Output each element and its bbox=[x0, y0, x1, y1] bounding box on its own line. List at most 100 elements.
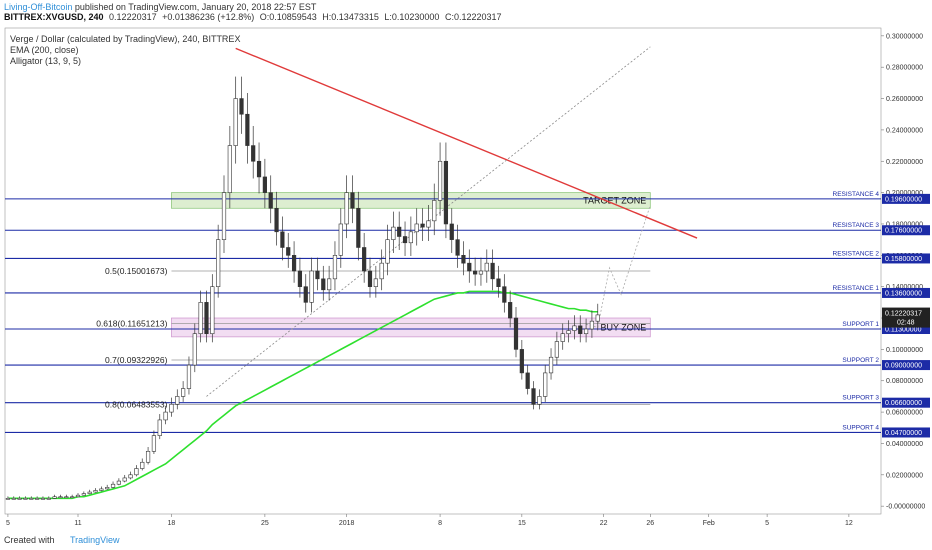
candle-body bbox=[251, 145, 256, 162]
candle-body bbox=[554, 341, 559, 358]
candle-body bbox=[274, 207, 279, 233]
y-tick-label: 0.22000000 bbox=[886, 159, 923, 166]
level-price-badge bbox=[882, 397, 930, 408]
zones-layer: TARGET ZONE BUY ZONE bbox=[171, 192, 651, 338]
candle-body bbox=[198, 302, 203, 335]
candle-body bbox=[145, 450, 151, 463]
x-tick-label: 18 bbox=[168, 520, 176, 527]
ohlc-line: BITTREX:XVGUSD, 240 0.12220317 +0.013862… bbox=[4, 12, 505, 22]
x-tick-label: 5 bbox=[6, 520, 10, 527]
candle-body bbox=[204, 302, 209, 335]
legend-alligator: Alligator (13, 9, 5) bbox=[10, 56, 81, 66]
candle-body bbox=[490, 262, 495, 280]
y-tick-label: 0.04000000 bbox=[886, 441, 923, 448]
candle-body bbox=[157, 419, 162, 436]
candle-body bbox=[332, 255, 338, 280]
symbol-label: BITTREX:XVGUSD, 240 bbox=[4, 12, 104, 22]
candle-body bbox=[70, 496, 75, 499]
candle-body bbox=[548, 356, 554, 374]
candle-body bbox=[5, 498, 11, 500]
candle-body bbox=[508, 302, 513, 319]
candle-body bbox=[473, 270, 478, 275]
candle-body bbox=[64, 496, 69, 499]
candle-body bbox=[262, 176, 267, 193]
level-price-badge bbox=[882, 225, 930, 236]
candle-body bbox=[414, 223, 419, 233]
y-tick-label: 0.10000000 bbox=[886, 347, 923, 354]
candle-body bbox=[309, 270, 314, 303]
level-price-label: 0.11300000 bbox=[885, 327, 922, 334]
x-tick-label: 11 bbox=[74, 520, 81, 527]
x-tick-label: 25 bbox=[261, 520, 269, 527]
candle-body bbox=[572, 325, 577, 331]
footer: Created with TradingView bbox=[0, 530, 932, 550]
candle-body bbox=[122, 477, 127, 482]
candle-body bbox=[560, 333, 565, 342]
candle-body bbox=[297, 270, 303, 287]
open-value: O:0.10859543 bbox=[259, 12, 317, 22]
close-value: C:0.12220317 bbox=[444, 12, 502, 22]
x-tick-label: 26 bbox=[646, 520, 654, 527]
level-price-badge bbox=[882, 324, 930, 335]
fib-label: 0.618(0.11651213) bbox=[96, 319, 167, 329]
fib-layer: 0.5(0.15001673) 0.618(0.11651213) 0.7(0.09… bbox=[96, 266, 651, 410]
x-tick-label: 22 bbox=[600, 520, 608, 527]
fib-label: 0.8(0.06483553) bbox=[105, 400, 168, 410]
candle-body bbox=[151, 435, 157, 452]
candle-body bbox=[17, 498, 22, 500]
candle-body bbox=[245, 113, 250, 146]
level-price-label: 0.06600000 bbox=[885, 400, 922, 407]
candle-body bbox=[233, 98, 238, 146]
level-price-label: 0.04700000 bbox=[885, 430, 922, 437]
created-with-label: Created with bbox=[4, 535, 55, 545]
candle-body bbox=[181, 388, 186, 397]
candle-body bbox=[186, 364, 192, 389]
level-price-badge bbox=[882, 360, 930, 371]
candle-body bbox=[420, 223, 425, 228]
fib-label: 0.7(0.09322926) bbox=[105, 355, 168, 365]
candle-body bbox=[23, 498, 28, 500]
candle-body bbox=[583, 328, 589, 335]
fib-label: 0.5(0.15001673) bbox=[105, 266, 168, 276]
candle-body bbox=[379, 262, 384, 280]
time-axis[interactable]: 5 11 18 25 2018 8 15 22 26 Feb 5 12 bbox=[6, 514, 853, 527]
candle-body bbox=[385, 239, 390, 264]
candle-body bbox=[350, 192, 355, 209]
candle-body bbox=[210, 286, 215, 335]
last-price: 0.12220317 bbox=[109, 12, 157, 22]
level-name: RESISTANCE 2 bbox=[833, 250, 880, 257]
candle-body bbox=[543, 372, 548, 397]
candle-body bbox=[537, 396, 542, 405]
tradingview-brand[interactable]: TradingView bbox=[70, 535, 120, 545]
candle-body bbox=[595, 314, 600, 322]
price-axis[interactable]: 0.30000000 0.28000000 0.26000000 0.24000000… bbox=[881, 33, 930, 511]
candle-body bbox=[525, 372, 530, 389]
candle-body bbox=[52, 496, 57, 499]
y-tick-label: 0.14000000 bbox=[886, 284, 923, 291]
x-tick-label: Feb bbox=[703, 520, 715, 527]
candle-body bbox=[437, 160, 443, 201]
author-link[interactable]: Living-Off-Bitcoin bbox=[4, 2, 73, 12]
y-tick-label: 0.28000000 bbox=[886, 65, 923, 72]
price-projection bbox=[585, 205, 651, 328]
candle-body bbox=[338, 223, 343, 256]
candle-body bbox=[268, 192, 273, 209]
candle-body bbox=[484, 262, 489, 272]
candle-body bbox=[589, 320, 595, 330]
candle-body bbox=[40, 498, 46, 500]
candle-body bbox=[397, 226, 402, 237]
level-price-label: 0.13600000 bbox=[885, 290, 922, 297]
y-tick-label: 0.06000000 bbox=[886, 410, 923, 417]
price-change: +0.01386236 (+12.8%) bbox=[162, 12, 255, 22]
candle-body bbox=[46, 498, 51, 500]
level-price-badge bbox=[882, 287, 930, 298]
candle-body bbox=[344, 192, 349, 225]
candle-body bbox=[426, 220, 431, 228]
candle-body bbox=[519, 349, 524, 374]
ema-layer bbox=[7, 290, 598, 500]
candle-body bbox=[29, 498, 34, 500]
candle-body bbox=[105, 487, 110, 490]
candle-body bbox=[408, 231, 413, 244]
candle-body bbox=[221, 192, 227, 240]
